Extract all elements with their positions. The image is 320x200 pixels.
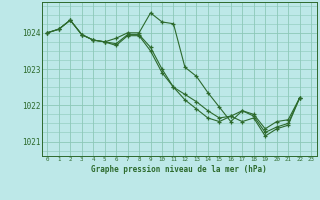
X-axis label: Graphe pression niveau de la mer (hPa): Graphe pression niveau de la mer (hPa) (91, 165, 267, 174)
